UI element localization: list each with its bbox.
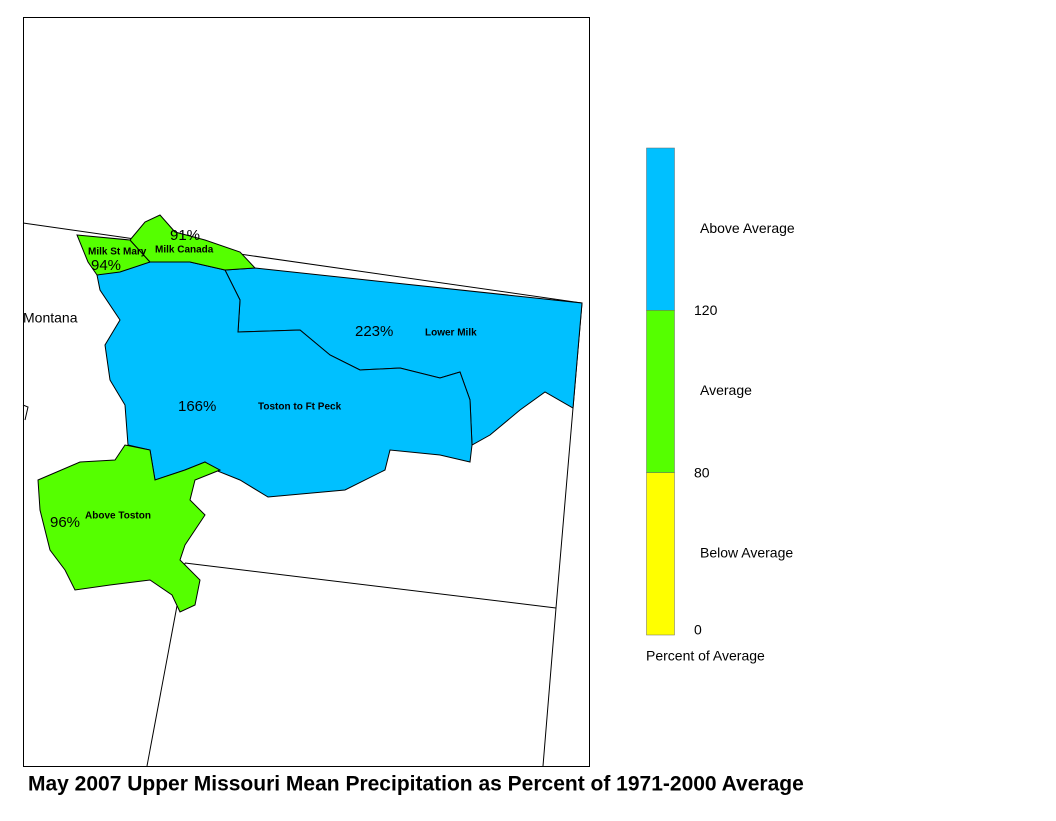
- basin-name: Milk Canada: [155, 245, 214, 256]
- basin-percent: 94%: [91, 257, 121, 274]
- basin-percent: 166%: [178, 398, 216, 415]
- border: [184, 562, 557, 609]
- map-title: May 2007 Upper Missouri Mean Precipitati…: [28, 773, 804, 796]
- legend: Above Average Average Below Average 0 80 120: [646, 147, 795, 638]
- basin-toston-ft-peck: [96, 261, 473, 498]
- legend-swatch: [646, 147, 675, 311]
- basin-above-toston: [37, 444, 222, 613]
- basin-name: Lower Milk: [425, 328, 477, 339]
- legend-class-label: Above Average: [700, 220, 795, 236]
- state-label: Montana: [23, 310, 78, 326]
- border: [22, 404, 29, 421]
- basin-percent: 91%: [170, 227, 200, 244]
- legend-break-label: 120: [694, 302, 718, 318]
- basin-milk-canada: [129, 214, 257, 271]
- legend-class-label: Average: [700, 382, 752, 398]
- legend-break-label: 80: [694, 464, 710, 480]
- legend-title: Percent of Average: [646, 648, 765, 664]
- legend-break-label: 0: [694, 622, 702, 638]
- basin-name: Toston to Ft Peck: [258, 402, 342, 413]
- basin-name: Above Toston: [85, 511, 151, 522]
- legend-swatch: [646, 310, 675, 473]
- basin-name: Milk St Mary: [88, 247, 147, 258]
- legend-swatch: [646, 472, 675, 636]
- legend-class-label: Below Average: [700, 545, 793, 561]
- basin-percent: 223%: [355, 323, 393, 340]
- basin-percent: 96%: [50, 514, 80, 531]
